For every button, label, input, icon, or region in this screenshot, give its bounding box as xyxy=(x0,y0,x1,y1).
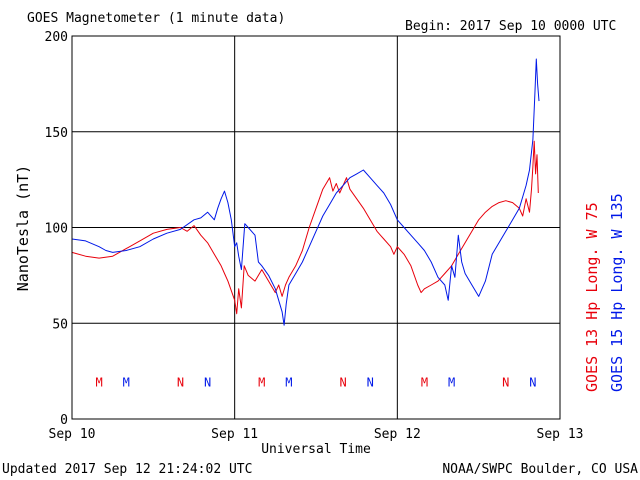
plot-frame xyxy=(71,35,561,420)
local-time-marker: N xyxy=(339,375,346,389)
y-axis-ticks: 0 50 100 150 200 xyxy=(45,30,68,428)
y-tick-label: 200 xyxy=(45,30,68,45)
local-time-marker: M xyxy=(123,375,130,389)
local-time-marker: M xyxy=(421,375,428,389)
updated-timestamp: Updated 2017 Sep 12 21:24:02 UTC xyxy=(2,462,252,477)
y-tick-label: 0 xyxy=(60,413,68,428)
y-axis-label: NanoTesla (nT) xyxy=(14,165,32,291)
y-tick-label: 50 xyxy=(52,317,68,332)
begin-time-label: Begin: 2017 Sep 10 0000 UTC xyxy=(405,19,616,34)
local-time-marker: M xyxy=(285,375,292,389)
local-time-marker: N xyxy=(367,375,374,389)
local-time-marker: M xyxy=(95,375,102,389)
y-tick-label: 100 xyxy=(45,222,68,237)
legend-goes15: GOES 15 Hp Long. W 135 xyxy=(608,193,626,392)
x-axis-ticks: Sep 10 Sep 11 Sep 12 Sep 13 xyxy=(49,427,584,442)
local-time-marker: N xyxy=(204,375,211,389)
local-time-marker: N xyxy=(502,375,509,389)
local-time-marker: M xyxy=(258,375,265,389)
y-tick-label: 150 xyxy=(45,126,68,141)
local-time-marker: N xyxy=(177,375,184,389)
series-line-goes13 xyxy=(71,140,539,315)
x-tick-label: Sep 11 xyxy=(211,427,258,442)
grid-lines xyxy=(72,36,560,419)
credit-label: NOAA/SWPC Boulder, CO USA xyxy=(442,462,638,477)
x-tick-label: Sep 10 xyxy=(49,427,96,442)
local-time-marker: M xyxy=(448,375,455,389)
series-line-goes15 xyxy=(71,58,540,326)
x-tick-label: Sep 13 xyxy=(537,427,584,442)
x-tick-label: Sep 12 xyxy=(374,427,421,442)
x-axis-label: Universal Time xyxy=(261,442,371,457)
legend-goes13: GOES 13 Hp Long. W 75 xyxy=(583,202,601,392)
data-series xyxy=(71,58,540,326)
local-time-marker: N xyxy=(529,375,536,389)
chart-title: GOES Magnetometer (1 minute data) xyxy=(27,11,285,26)
